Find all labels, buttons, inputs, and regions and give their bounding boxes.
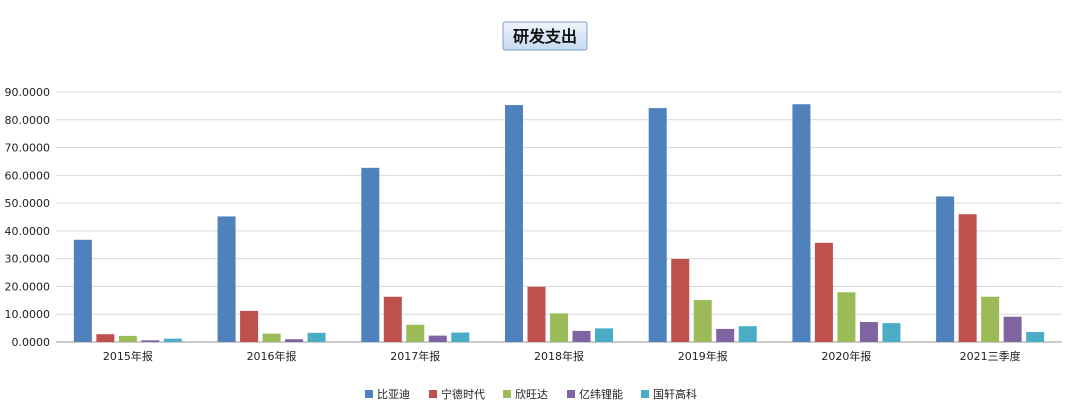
- bar: [73, 239, 92, 342]
- y-tick-label: 20.0000: [5, 280, 51, 293]
- bar: [936, 196, 955, 342]
- bar: [361, 167, 380, 342]
- title-background: [502, 21, 588, 51]
- legend-swatch: [429, 390, 437, 398]
- bar: [716, 328, 735, 342]
- bar: [1026, 332, 1045, 342]
- legend-label: 宁德时代: [441, 387, 485, 401]
- bar: [505, 105, 523, 342]
- x-tick-label: 2020年报: [821, 349, 871, 363]
- legend-swatch: [365, 390, 373, 398]
- x-tick-label: 2015年报: [103, 349, 153, 363]
- bar: [981, 296, 1000, 342]
- chart-title: 研发支出: [513, 27, 577, 46]
- legend-swatch: [503, 390, 511, 398]
- bar: [96, 334, 115, 342]
- bar: [595, 328, 613, 342]
- bar: [837, 292, 856, 342]
- bar: [814, 242, 833, 342]
- bar: [383, 296, 402, 342]
- bar: [882, 323, 901, 342]
- bar: [550, 313, 568, 342]
- legend: 比亚迪 宁德时代 欣旺达 亿纬锂能 国轩高科: [365, 387, 697, 401]
- y-tick-label: 80.0000: [5, 114, 51, 127]
- bar: [958, 214, 977, 342]
- bar: [163, 338, 182, 342]
- legend-label: 国轩高科: [653, 387, 697, 401]
- bar: [262, 333, 281, 342]
- y-axis-ticks: 0.0000 10.0000 20.0000 30.0000 40.0000 50.000…: [5, 86, 51, 349]
- legend-swatch: [641, 390, 649, 398]
- bar: [1003, 316, 1022, 342]
- bar: [240, 310, 259, 342]
- y-tick-label: 60.0000: [5, 169, 51, 182]
- bar: [451, 332, 470, 342]
- x-tick-label: 2021三季度: [960, 349, 1021, 363]
- bar: [738, 326, 757, 342]
- y-tick-label: 40.0000: [5, 225, 51, 238]
- x-tick-label: 2016年报: [247, 349, 297, 363]
- legend-label: 比亚迪: [377, 388, 410, 401]
- y-tick-label: 30.0000: [5, 253, 51, 266]
- gridlines: [56, 91, 1062, 343]
- x-tick-label: 2018年报: [534, 349, 584, 363]
- chart-title-box: 研发支出: [502, 21, 588, 51]
- y-tick-label: 50.0000: [5, 197, 51, 210]
- legend-label: 亿纬锂能: [579, 387, 623, 401]
- bar: [307, 332, 326, 342]
- bar: [671, 258, 690, 342]
- bars: [73, 104, 1045, 342]
- bar: [428, 335, 447, 342]
- bar: [217, 216, 236, 342]
- bar: [859, 322, 878, 342]
- y-tick-label: 10.0000: [5, 308, 51, 321]
- y-tick-label: 90.0000: [5, 86, 51, 99]
- bar: [141, 340, 160, 342]
- x-tick-label: 2019年报: [678, 349, 728, 363]
- bar: [693, 300, 712, 342]
- bar: [527, 286, 546, 342]
- legend-label: 欣旺达: [515, 387, 548, 401]
- bar: [572, 330, 591, 342]
- legend-swatch: [567, 390, 575, 398]
- y-tick-label: 0.0000: [12, 336, 51, 349]
- x-axis-ticks: 2015年报 2016年报 2017年报 2018年报 2019年报 2020年报 2021…: [103, 349, 1021, 363]
- bar: [118, 335, 137, 342]
- bar: [792, 104, 811, 342]
- y-tick-label: 70.0000: [5, 142, 51, 155]
- bar: [285, 339, 304, 342]
- bar: [406, 324, 425, 342]
- bar: [648, 108, 667, 342]
- x-tick-label: 2017年报: [390, 349, 440, 363]
